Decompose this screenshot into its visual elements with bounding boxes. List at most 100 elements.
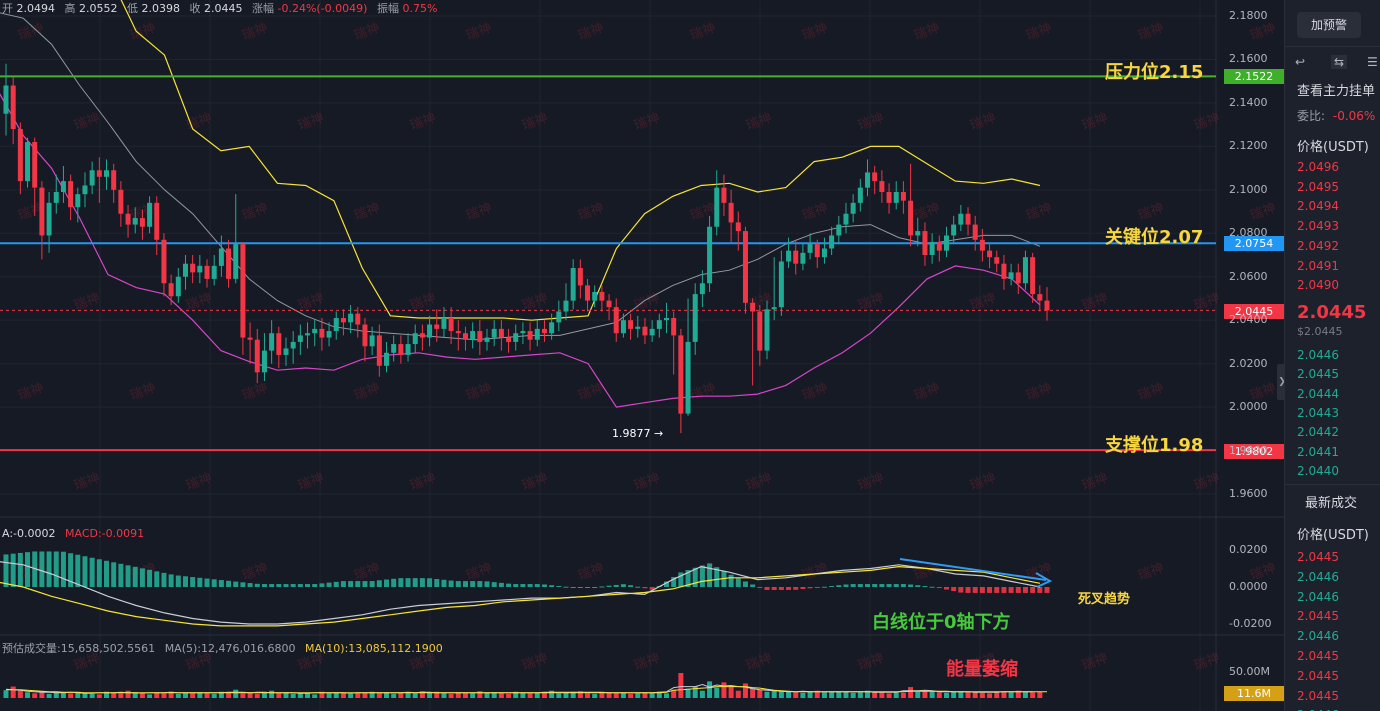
low-value: 2.0398	[141, 2, 181, 15]
candle-body	[333, 318, 339, 332]
candle-body	[972, 224, 978, 240]
watermark-text: 瑞神	[520, 111, 550, 134]
side-last-price: 2.0445	[1297, 302, 1367, 323]
watermark-text: 瑞神	[856, 651, 886, 674]
macd-histogram-bar	[649, 587, 655, 590]
volume-bar	[376, 693, 382, 698]
chart-area[interactable]: 瑞神 瑞神 瑞神 瑞神 瑞神 瑞神 瑞神 瑞神 瑞神 瑞神 瑞神 瑞神 瑞神 瑞神 瑞神 瑞神 瑞神 瑞神 瑞神 瑞神…	[0, 0, 1284, 711]
macd-histogram-bar	[513, 584, 519, 587]
watermark-text: 瑞神	[408, 111, 438, 134]
volume-bar	[592, 693, 598, 698]
volume-bar	[534, 692, 540, 698]
watermark-text: 瑞神	[968, 471, 998, 494]
watermark-text: 瑞神	[744, 111, 774, 134]
volume-bar	[254, 693, 260, 698]
candle-body	[455, 331, 461, 334]
trades-price-header: 价格(USDT)	[1297, 528, 1369, 543]
ask-price: 2.0490	[1297, 278, 1339, 293]
macd-histogram-bar	[771, 587, 777, 590]
below-zero-annotation: 白线位于0轴下方	[872, 612, 1011, 633]
candle-body	[943, 235, 949, 251]
list-icon[interactable]: ☰	[1367, 55, 1378, 69]
candle-body	[649, 328, 655, 336]
volume-bar	[800, 692, 806, 698]
volume-bar	[900, 692, 906, 698]
candle-body	[671, 318, 677, 336]
macd-histogram-bar	[577, 587, 583, 588]
candle-body	[979, 239, 985, 251]
candle-body	[850, 202, 856, 214]
volume-bar	[685, 688, 691, 698]
watermark-text: 瑞神	[240, 21, 270, 44]
watermark-text: 瑞神	[632, 111, 662, 134]
candle-body	[764, 309, 770, 351]
watermark-text: 瑞神	[296, 111, 326, 134]
watermark-text: 瑞神	[800, 21, 830, 44]
volume-bar	[714, 687, 720, 698]
ask-price: 2.0492	[1297, 238, 1339, 253]
volume-bar	[477, 691, 483, 698]
order-book-panel: 加预警 ↩ ⇆ ☰ 查看主力挂单 委比: -0.06% 价格(USDT) 2.0…	[1284, 0, 1380, 711]
candle-body	[60, 181, 66, 192]
macd-histogram-bar	[613, 584, 619, 587]
candle-body	[283, 348, 289, 355]
orderbook-title[interactable]: 查看主力挂单	[1297, 84, 1376, 99]
macd-histogram-bar	[355, 581, 361, 587]
price-axis-label: 2.0400	[1229, 313, 1268, 327]
macd-histogram-bar	[692, 567, 698, 587]
watermark-text: 瑞神	[632, 651, 662, 674]
trend-arrow-head	[1035, 572, 1053, 588]
price-axis-label: 1.9800	[1229, 443, 1268, 457]
volume-bar	[355, 693, 361, 698]
volume-bar	[750, 688, 756, 698]
panel-tabs: ↩ ⇆ ☰	[1293, 55, 1380, 73]
layout-icon[interactable]: ⇆	[1331, 55, 1348, 69]
watermark-text: 瑞神	[128, 381, 158, 404]
reply-icon[interactable]: ↩	[1295, 55, 1306, 69]
macd-histogram-bar	[233, 581, 239, 587]
volume-bar	[276, 693, 282, 698]
est-volume: 预估成交量:15,658,502.5561	[2, 642, 156, 655]
volume-bar	[204, 693, 210, 698]
add-alert-button[interactable]: 加预警	[1297, 12, 1361, 38]
bid-price: 2.0446	[1297, 348, 1339, 362]
candle-body	[563, 300, 569, 312]
macd-histogram-bar	[1001, 587, 1007, 593]
trades-title[interactable]: 最新成交	[1305, 496, 1358, 511]
collapse-panel-button[interactable]: ❯	[1277, 364, 1287, 400]
watermark-text: 瑞神	[408, 471, 438, 494]
candle-body	[965, 213, 971, 225]
macd-histogram-bar	[384, 579, 390, 587]
watermark-text: 瑞神	[464, 21, 494, 44]
macd-histogram-bar	[269, 584, 275, 587]
volume-bar	[965, 691, 971, 698]
macd-histogram-bar	[53, 551, 59, 587]
volume-bar	[728, 685, 734, 698]
macd-histogram-bar	[125, 565, 131, 587]
macd-histogram-bar	[10, 553, 16, 587]
price-axis-label: 2.1400	[1229, 95, 1268, 109]
volume-bar	[498, 693, 504, 698]
macd-histogram-bar	[879, 584, 885, 587]
volume-bar	[182, 692, 188, 698]
macd-histogram-bar	[369, 581, 375, 587]
macd-histogram-bar	[305, 584, 311, 587]
support-tag: 1.9802	[1224, 444, 1284, 459]
candle-body	[326, 331, 332, 338]
macd-histogram-bar	[915, 585, 921, 587]
candle-body	[541, 328, 547, 334]
close-value: 2.0445	[204, 2, 243, 15]
macd-histogram-bar	[865, 584, 871, 587]
volume-bar	[175, 693, 181, 698]
volume-bar	[25, 692, 31, 698]
macd-histogram-bar	[154, 571, 160, 587]
candle-body	[470, 331, 476, 340]
macd-histogram-bar	[104, 560, 110, 587]
candle-body	[620, 320, 626, 334]
volume-bar	[218, 691, 224, 698]
volume-bar	[520, 692, 526, 698]
volume-shrink-annotation: 能量萎缩	[946, 659, 1018, 680]
candle-body	[441, 318, 447, 329]
macd-histogram-bar	[484, 581, 490, 587]
